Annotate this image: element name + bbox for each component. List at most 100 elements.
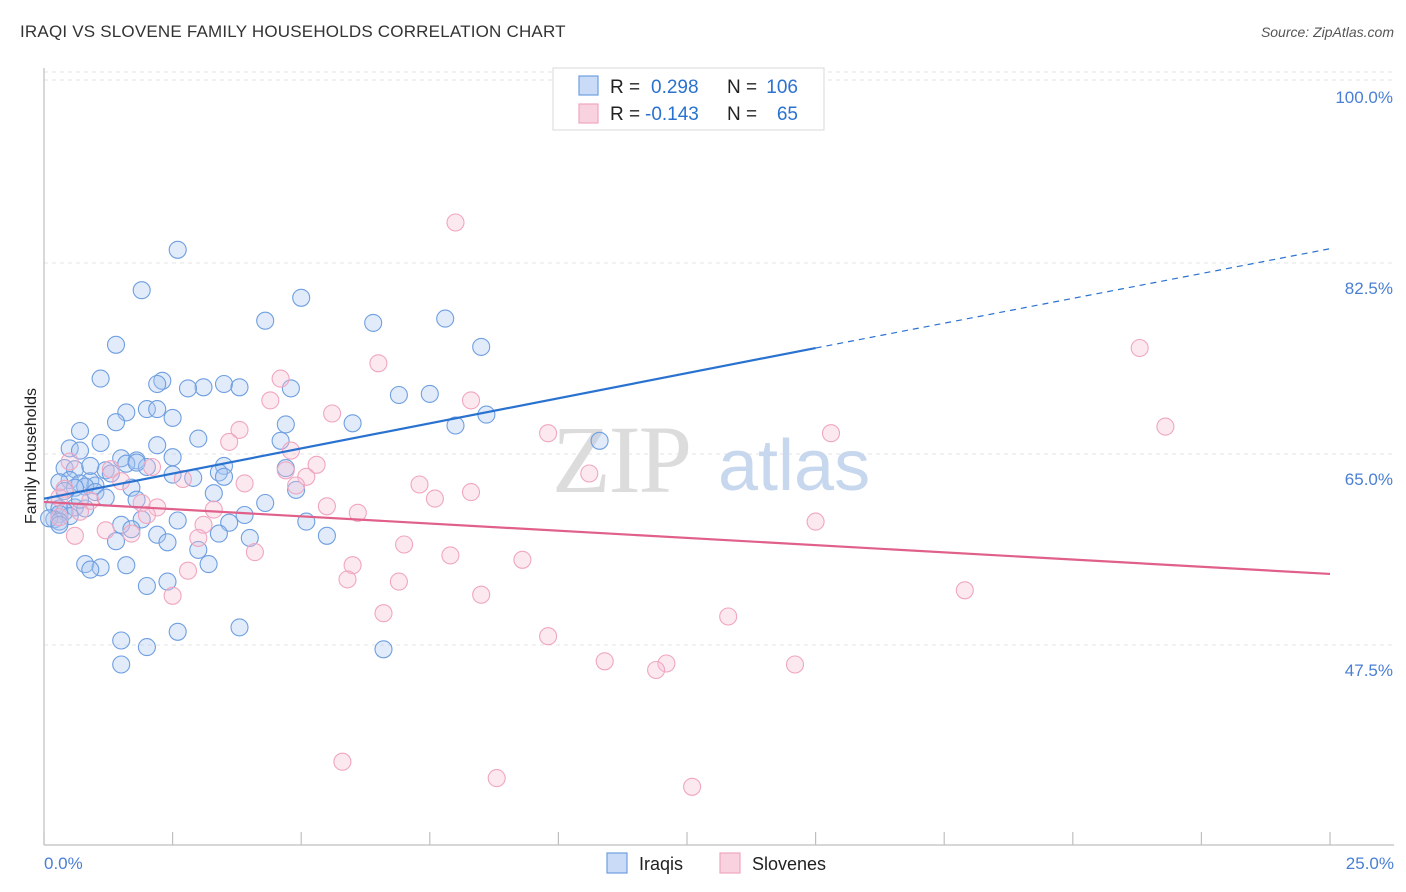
iraqis-point-101 [101, 464, 120, 483]
iraqis-point-2 [292, 288, 311, 307]
iraqis-point-4 [364, 313, 383, 332]
x-tick-label-min: 0.0% [44, 854, 83, 873]
slovenes-point-10 [821, 424, 841, 443]
iraqis-point-12 [194, 378, 213, 397]
iraqis-point-91 [137, 576, 156, 596]
trend-lines [43, 248, 1331, 576]
iraqis-r-value: 0.298 [651, 77, 699, 98]
iraqis-point-40 [137, 457, 156, 477]
y-tick-label-3: 100.0% [1335, 88, 1393, 107]
iraqis-point-0 [168, 240, 187, 259]
iraqis-point-78 [148, 525, 167, 544]
iraqis-r-label: R = [610, 77, 640, 98]
iraqis-point-46 [214, 467, 234, 486]
slovenes-point-61 [333, 752, 352, 771]
iraqis-point-3 [256, 311, 275, 330]
slovenes-point-22 [287, 476, 306, 495]
watermark-zip: ZIP [552, 406, 690, 513]
y-tick-labels: 47.5% 65.0% 82.5% 100.0% [1335, 88, 1393, 680]
iraqis-point-5 [436, 309, 455, 328]
slovenes-point-20 [112, 472, 131, 491]
iraqis-point-89 [81, 560, 100, 579]
iraqis-point-96 [374, 640, 393, 659]
iraqis-point-82 [317, 526, 336, 545]
iraqis-point-19 [148, 400, 167, 419]
iraqis-point-1 [132, 281, 151, 300]
bottom-legend-slovenes-swatch [719, 852, 741, 874]
slovenes-point-5 [461, 391, 481, 410]
slovenes-point-11 [220, 432, 239, 451]
source-label: Source: ZipAtlas.com [1260, 24, 1394, 40]
iraqis-point-16 [420, 384, 439, 403]
slovenes-point-33 [70, 502, 90, 521]
slovenes-point-0 [446, 213, 465, 232]
slovenes-n-label: N = [727, 104, 757, 125]
slovenes-point-49 [338, 570, 357, 589]
iraqis-point-104 [235, 505, 254, 525]
iraqis-point-83 [158, 533, 177, 552]
iraqis-point-30 [590, 431, 609, 450]
iraqis-point-79 [209, 524, 228, 543]
slovenes-point-43 [395, 535, 414, 554]
iraqis-point-95 [137, 638, 156, 657]
slovenes-point-16 [101, 460, 120, 479]
slovenes-point-50 [389, 572, 408, 591]
slovenes-point-31 [317, 497, 336, 516]
iraqis-point-98 [127, 453, 146, 472]
slovenes-point-60 [785, 655, 805, 674]
slovenes-point-25 [461, 483, 481, 502]
slovenes-point-52 [472, 585, 491, 604]
slovenes-point-62 [487, 769, 506, 788]
iraqis-point-27 [70, 421, 90, 441]
slovenes-point-40 [122, 524, 141, 543]
iraqis-n-value: 106 [766, 77, 798, 98]
iraqis-point-11 [214, 374, 234, 394]
slovenes-point-8 [230, 420, 249, 439]
iraqis-point-88 [199, 555, 218, 574]
iraqis-point-87 [117, 556, 136, 575]
iraqis-point-10 [148, 374, 167, 394]
iraqis-point-97 [112, 655, 131, 674]
slovenes-point-54 [374, 604, 393, 623]
iraqis-point-9 [153, 371, 172, 390]
slovenes-point-15 [142, 457, 162, 477]
iraqis-n-label: N = [727, 77, 757, 98]
iraqis-point-75 [122, 520, 141, 539]
gridlines [44, 71, 1394, 646]
iraqis-point-77 [50, 515, 69, 534]
y-tick-label-0: 47.5% [1345, 661, 1393, 680]
slovenes-r-label: R = [610, 104, 640, 125]
iraqis-point-17 [389, 385, 408, 405]
stats-legend: R = 0.298 N = 106 R = -0.143 N = 65 [552, 67, 825, 131]
iraqis-point-7 [472, 337, 491, 356]
slovenes-point-48 [178, 561, 198, 580]
slovenes-point-45 [441, 546, 460, 565]
watermark-atlas: atlas [718, 426, 870, 506]
iraqis-point-80 [240, 528, 259, 547]
slovenes-point-39 [96, 521, 115, 540]
slovenes-trend-line [43, 500, 1331, 576]
bottom-legend-iraqis-label: Iraqis [639, 854, 683, 874]
slovenes-point-37 [806, 512, 825, 531]
slovenes-point-9 [539, 424, 558, 443]
series-iraqis [40, 240, 609, 674]
slovenes-point-1 [1130, 338, 1149, 358]
watermark: ZIP atlas [552, 406, 870, 513]
slovenes-swatch [578, 103, 599, 124]
slovenes-point-41 [65, 526, 84, 545]
slovenes-point-55 [719, 607, 738, 626]
slovenes-point-7 [1156, 417, 1175, 436]
iraqis-swatch [578, 75, 599, 96]
iraqis-point-72 [168, 511, 187, 530]
y-axis-title: Family Households [23, 388, 40, 524]
iraqis-point-31 [91, 433, 110, 453]
iraqis-point-93 [168, 622, 187, 641]
slovenes-point-58 [657, 654, 676, 673]
slovenes-point-13 [60, 452, 79, 471]
slovenes-point-17 [580, 464, 599, 483]
iraqis-point-21 [477, 405, 496, 424]
iraqis-point-25 [276, 415, 295, 434]
slovenes-point-46 [513, 550, 532, 569]
slovenes-point-44 [245, 543, 264, 562]
